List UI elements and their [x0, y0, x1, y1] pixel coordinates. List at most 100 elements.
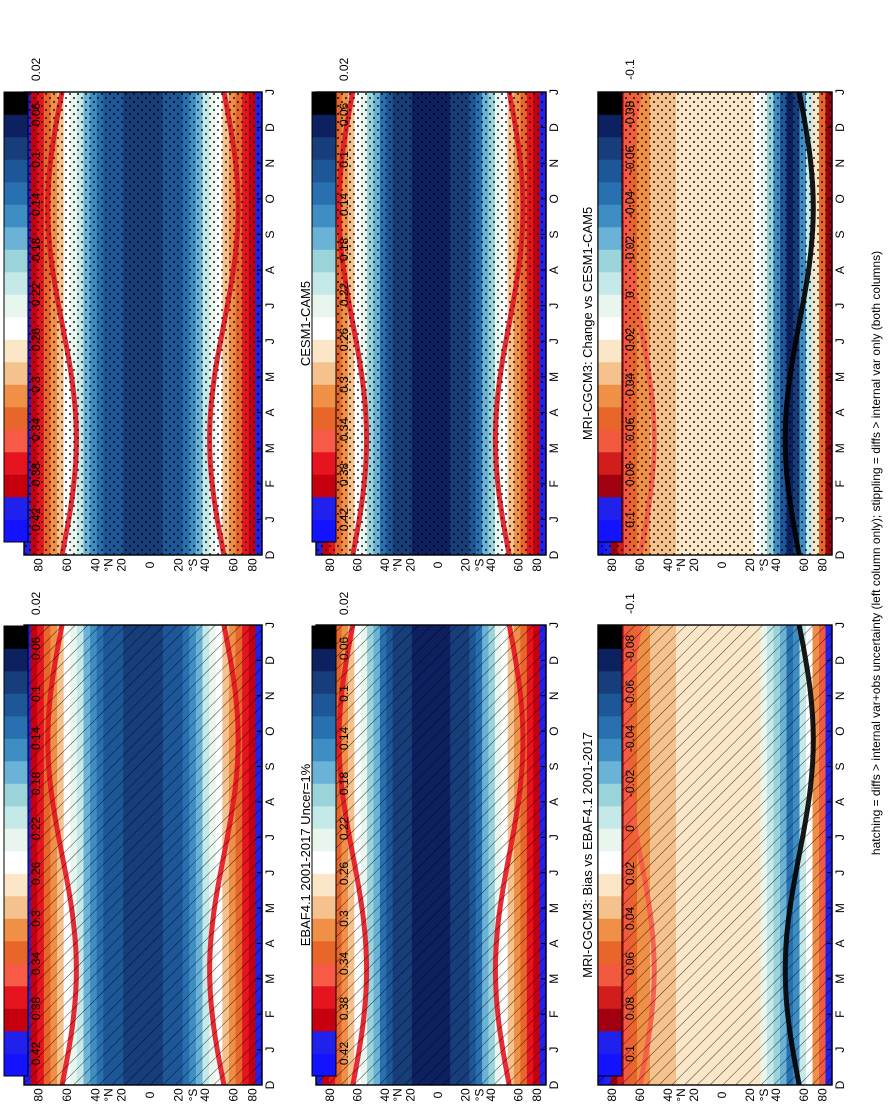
hemisphere-label: °N: [391, 558, 405, 571]
month-tick-label: F: [263, 480, 277, 487]
lat-tick-label: 60: [511, 558, 525, 572]
lat-tick-label: 80: [31, 558, 45, 572]
month-tick-label: S: [547, 230, 561, 238]
colorbar-swatch: [598, 519, 622, 543]
colorbar-swatch: [4, 963, 28, 987]
colorbar-swatch: [312, 407, 336, 430]
colorbar-swatch: [312, 648, 336, 672]
colorbar-swatch: [598, 384, 622, 408]
colorbar-swatch: [4, 783, 28, 807]
colorbar-label: 0.1: [29, 151, 43, 168]
colorbar-label: -0.06: [623, 146, 637, 174]
colorbar-swatch: [312, 272, 336, 295]
colorbar-swatch: [4, 1031, 28, 1054]
colorbar-swatch: [4, 1008, 28, 1032]
colorbar-swatch: [4, 693, 28, 717]
colorbar-swatch: [4, 519, 28, 543]
colorbar-label: -0.1: [623, 59, 637, 80]
month-tick-label: J: [263, 303, 277, 309]
month-tick-label: J: [547, 89, 561, 95]
colorbar-swatch: [312, 761, 336, 784]
month-tick-label: A: [263, 798, 277, 806]
colorbar-swatch: [598, 429, 622, 453]
lat-tick-label: 20: [743, 558, 757, 572]
colorbar-swatch: [312, 1031, 336, 1054]
lat-tick-label: 0: [715, 561, 729, 568]
colorbar-swatch: [4, 1053, 28, 1077]
colorbar-label: -0.06: [623, 680, 637, 708]
hatch-overlay: [316, 625, 546, 1085]
colorbar-swatch: [312, 806, 336, 829]
month-tick-label: O: [547, 727, 561, 736]
colorbar-swatch: [4, 429, 28, 453]
month-tick-label: D: [547, 1080, 561, 1089]
month-tick-label: M: [833, 903, 847, 913]
lat-tick-label: 60: [797, 1088, 811, 1102]
colorbar-swatch: [4, 339, 28, 363]
colorbar-swatch: [312, 339, 336, 363]
colorbar-swatch: [312, 227, 336, 250]
month-tick-label: J: [547, 303, 561, 309]
lat-tick-label: 60: [797, 558, 811, 572]
colorbar-label: 0.34: [337, 417, 351, 441]
colorbar-label: 0.22: [337, 816, 351, 840]
month-tick-label: O: [263, 194, 277, 203]
month-tick-label: D: [547, 656, 561, 665]
colorbar-swatch: [598, 873, 622, 897]
panel-title: MRI-CGCM3: Change vs CESM1-CAM5: [580, 207, 595, 440]
colorbar-swatch: [312, 429, 336, 453]
colorbar-label: 0.26: [337, 327, 351, 351]
month-tick-label: J: [833, 338, 847, 344]
colorbar-label: 0.06: [623, 417, 637, 441]
colorbar-swatch: [598, 182, 622, 205]
month-tick-label: S: [263, 230, 277, 238]
month-tick-label: A: [263, 939, 277, 947]
lat-tick-label: 20: [459, 1088, 473, 1102]
lat-tick-label: 20: [687, 1088, 701, 1102]
lat-tick-label: 40: [378, 1088, 392, 1102]
month-tick-label: N: [263, 691, 277, 700]
chart-panel-5: D J F M A M J J A S O N D J 80 60 40 20 0 20 40 60 80 °N °S MRI-C…: [580, 593, 847, 1102]
lat-tick-label: 60: [60, 558, 74, 572]
colorbar-swatch: [598, 92, 622, 115]
colorbar-swatch: [312, 317, 336, 340]
month-tick-label: J: [263, 89, 277, 95]
footer-caption: hatching = diffs > internal var+obs unce…: [869, 251, 883, 855]
colorbar-swatch: [312, 896, 336, 919]
colorbar-label: 0.14: [337, 192, 351, 216]
hemisphere-label: °S: [757, 1089, 771, 1102]
month-tick-label: J: [833, 516, 847, 522]
panel-title: EBAF4.1 2001-2017 Uncer=1%: [298, 763, 313, 946]
month-tick-label: M: [263, 974, 277, 984]
lat-tick-label: 20: [687, 558, 701, 572]
month-tick-label: M: [263, 443, 277, 453]
colorbar-swatch: [312, 1008, 336, 1032]
colorbar-label: 0.18: [337, 771, 351, 795]
colorbar-swatch: [4, 159, 28, 183]
colorbar-label: 0.18: [29, 771, 43, 795]
colorbar-swatch: [312, 716, 336, 739]
colorbar-swatch: [312, 963, 336, 987]
colorbar-label: 0.34: [29, 951, 43, 975]
month-tick-label: N: [547, 159, 561, 168]
month-tick-label: J: [547, 870, 561, 876]
lat-tick-label: 20: [403, 1088, 417, 1102]
lat-tick-label: 40: [661, 1088, 675, 1102]
colorbar-label: 0.02: [623, 327, 637, 351]
colorbar-swatch: [598, 114, 622, 138]
colorbar-swatch: [312, 474, 336, 498]
colorbar-swatch: [4, 92, 28, 115]
lat-tick-label: 60: [350, 558, 364, 572]
month-tick-label: F: [263, 1011, 277, 1018]
lat-tick-label: 0: [143, 1091, 157, 1098]
colorbar-swatch: [4, 648, 28, 672]
month-tick-label: D: [263, 550, 277, 559]
colorbar-label: 0.1: [337, 685, 351, 702]
colorbar-label: 0.1: [623, 511, 637, 528]
colorbar-swatch: [598, 362, 622, 385]
colorbar-swatch: [598, 137, 622, 160]
lat-tick-label: 40: [769, 558, 783, 572]
colorbar-swatch: [312, 497, 336, 520]
lat-tick-label: 20: [172, 1088, 186, 1102]
